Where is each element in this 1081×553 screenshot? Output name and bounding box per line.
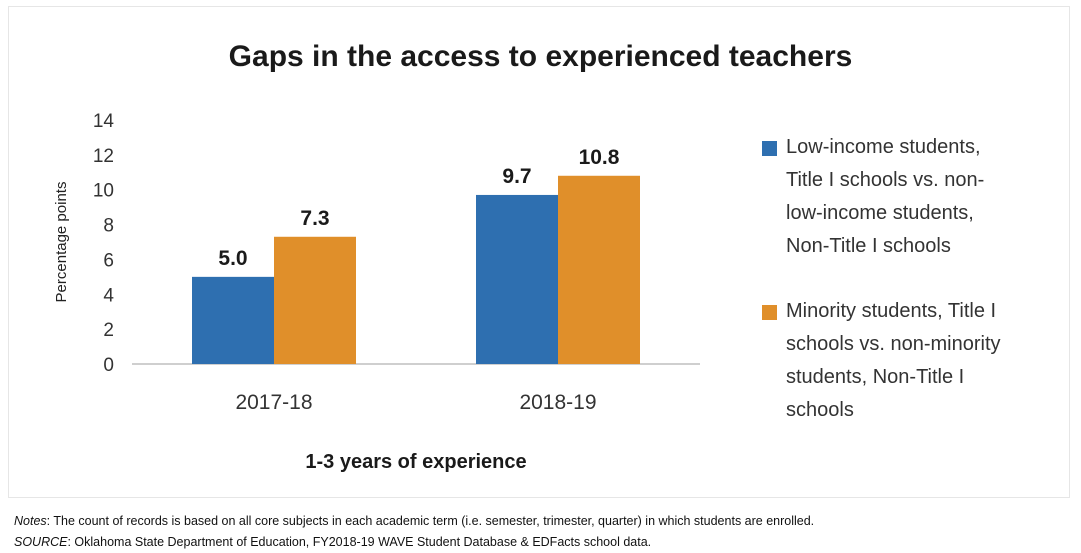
legend-line: Title I schools vs. non-	[786, 169, 985, 191]
bar	[192, 276, 274, 364]
legend: Low-income students, Title I schools vs.…	[762, 131, 1062, 459]
y-tick-label: 12	[93, 146, 114, 167]
x-axis-label: 1-3 years of experience	[305, 451, 526, 473]
bar	[558, 175, 640, 364]
data-label: 5.0	[218, 247, 247, 270]
legend-line: schools	[786, 399, 854, 421]
x-tick-label: 2018-19	[519, 391, 596, 414]
legend-label-low-income: Low-income students, Title I schools vs.…	[786, 131, 1062, 263]
legend-line: schools vs. non-minority	[786, 333, 1001, 355]
legend-label-minority: Minority students, Title I schools vs. n…	[786, 295, 1062, 427]
legend-line: students, Non-Title I	[786, 366, 965, 388]
chart-title: Gaps in the access to experienced teache…	[228, 40, 853, 73]
chart-frame	[8, 6, 1070, 498]
bar	[476, 194, 558, 364]
y-tick-label: 8	[103, 216, 114, 237]
legend-line: low-income students,	[786, 202, 974, 224]
legend-item-low-income: Low-income students, Title I schools vs.…	[762, 131, 1062, 263]
legend-line: Low-income students,	[786, 136, 981, 158]
source-label: SOURCE	[14, 535, 68, 549]
notes-line: Notes: The count of records is based on …	[14, 511, 1074, 532]
data-label: 7.3	[300, 207, 329, 230]
footnotes: Notes: The count of records is based on …	[14, 511, 1074, 553]
x-tick-label: 2017-18	[235, 391, 312, 414]
legend-swatch-low-income	[762, 141, 777, 156]
y-tick-label: 10	[93, 181, 114, 202]
data-label: 9.7	[502, 165, 531, 188]
y-tick-label: 0	[103, 355, 114, 376]
y-tick-label: 2	[103, 320, 114, 341]
legend-line: Minority students, Title I	[786, 300, 997, 322]
notes-text: : The count of records is based on all c…	[46, 514, 815, 528]
legend-line: Non-Title I schools	[786, 235, 951, 257]
y-tick-label: 14	[93, 111, 115, 132]
y-axis-label: Percentage points	[53, 182, 70, 303]
source-text: : Oklahoma State Department of Education…	[67, 535, 652, 549]
data-label: 10.8	[579, 146, 620, 169]
bar-chart: 0 2 4 6 8 10 12 14 Percentage points 5.0 7.3 2017-1…	[53, 111, 700, 473]
source-line: SOURCE: Oklahoma State Department of Edu…	[14, 532, 1074, 553]
bar	[274, 236, 356, 364]
y-tick-label: 6	[103, 250, 114, 271]
legend-swatch-minority	[762, 305, 777, 320]
legend-item-minority: Minority students, Title I schools vs. n…	[762, 295, 1062, 427]
notes-label: Notes	[14, 514, 47, 528]
y-tick-label: 4	[103, 285, 114, 306]
